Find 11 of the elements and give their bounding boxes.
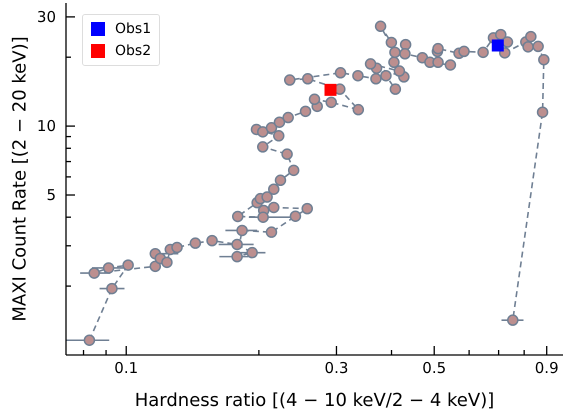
y-axis-title: MAXI Count Rate [(2 − 20 keV)] — [10, 36, 30, 322]
y-tick-label: 5 — [46, 186, 56, 204]
y-tick-label: 10 — [36, 117, 56, 136]
x-axis-title: Hardness ratio [(4 − 10 keV/2 − 4 keV)] — [134, 390, 494, 410]
legend-label: Obs1 — [115, 20, 152, 39]
x-tick-label: 0.5 — [422, 359, 446, 377]
x-tick-label: 0.9 — [534, 359, 559, 377]
x-tick-label: 0.3 — [324, 359, 348, 377]
x-tick-label: 0.1 — [114, 359, 138, 377]
y-tick-label: 30 — [36, 8, 56, 26]
legend-label: Obs2 — [115, 42, 152, 61]
